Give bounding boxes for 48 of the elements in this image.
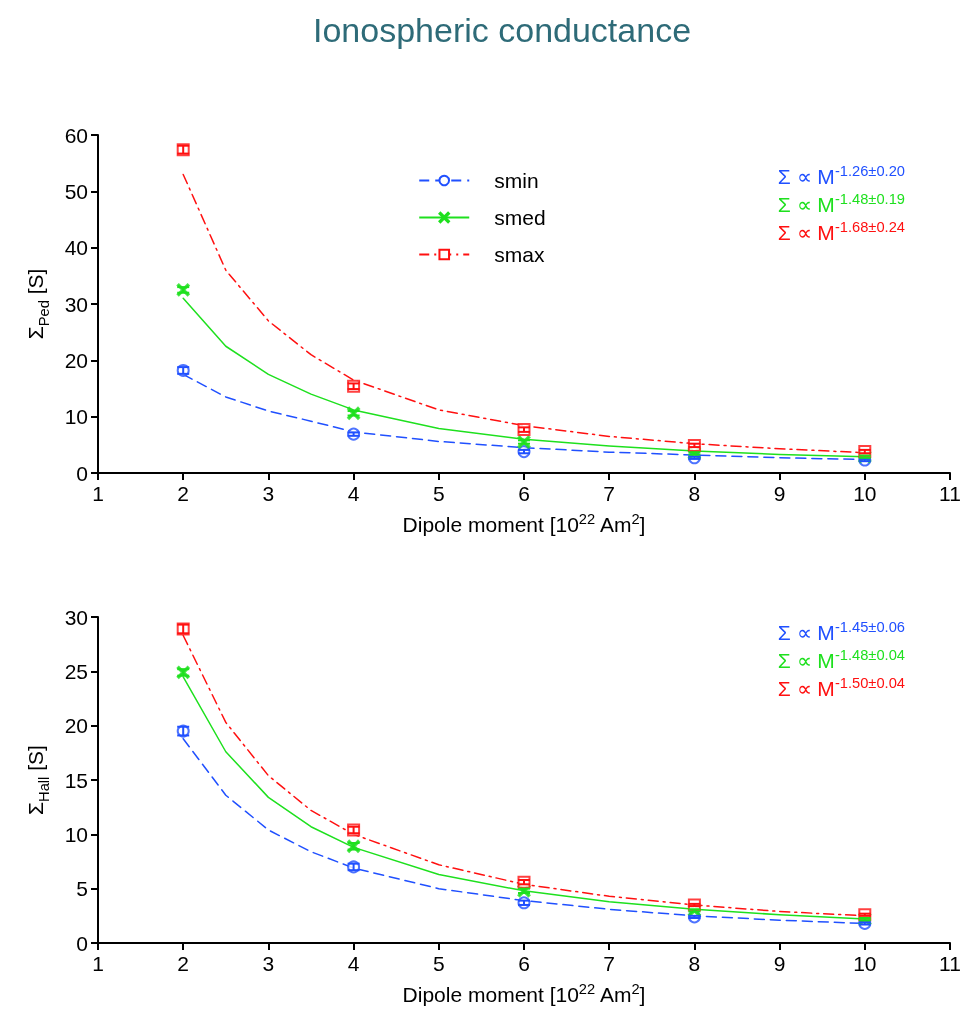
y-tick-label: 0 [76, 931, 88, 955]
annotation: Σ ∝ M$^{-1.68±0.24}$ [777, 219, 905, 245]
x-tick-label: 1 [92, 482, 104, 505]
x-tick-label: 11 [939, 482, 961, 505]
x-tick-label: 4 [347, 952, 360, 975]
x-tick-label: 6 [518, 482, 530, 505]
x-tick-label: 2 [177, 482, 190, 505]
y-tick-label: 50 [64, 179, 88, 203]
legend-label: smed [494, 206, 546, 229]
x-tick-label: 3 [262, 482, 275, 505]
y-tick-label: 60 [64, 123, 88, 147]
y-tick-label: 5 [76, 877, 88, 901]
y-tick-label: 30 [64, 292, 88, 316]
x-tick-label: 8 [688, 952, 701, 975]
x-axis-title: Dipole moment [10$^{22}$ Am$^{2}$] [401, 511, 647, 537]
y-tick-label: 20 [64, 714, 88, 738]
annotation: Σ ∝ M$^{-1.48±0.04}$ [777, 647, 905, 673]
x-tick-label: 9 [773, 952, 786, 975]
x-tick-label: 2 [177, 952, 190, 975]
x-tick-label: 10 [853, 952, 877, 975]
x-axis-title: Dipole moment [10$^{22}$ Am$^{2}$] [401, 981, 647, 1007]
annotation: Σ ∝ M$^{-1.48±0.19}$ [777, 191, 905, 217]
x-tick-label: 4 [347, 482, 360, 505]
x-tick-label: 5 [432, 952, 445, 975]
annotation: Σ ∝ M$^{-1.26±0.20}$ [777, 163, 905, 189]
y-tick-label: 25 [64, 659, 88, 683]
y-tick-label: 10 [64, 822, 88, 846]
chart-title: Ionospheric conductance [313, 11, 692, 49]
legend-label: smin [494, 169, 539, 192]
x-tick-label: 1 [92, 952, 104, 975]
x-tick-label: 7 [603, 482, 616, 505]
x-tick-label: 5 [432, 482, 445, 505]
legend-label: smax [494, 243, 545, 266]
annotation: Σ ∝ M$^{-1.50±0.04}$ [777, 675, 905, 701]
y-tick-label: 0 [76, 461, 88, 485]
y-tick-label: 15 [64, 768, 88, 792]
y-tick-label: 20 [64, 348, 88, 372]
x-tick-label: 7 [603, 952, 616, 975]
annotation: Σ ∝ M$^{-1.45±0.06}$ [777, 619, 905, 645]
x-tick-label: 6 [518, 952, 530, 975]
y-tick-label: 40 [64, 236, 88, 260]
x-tick-label: 11 [939, 952, 961, 975]
x-tick-label: 3 [262, 952, 275, 975]
y-tick-label: 10 [64, 405, 88, 429]
x-tick-label: 8 [688, 482, 701, 505]
x-tick-label: 10 [853, 482, 877, 505]
y-tick-label: 30 [64, 605, 88, 629]
x-tick-label: 9 [773, 482, 786, 505]
